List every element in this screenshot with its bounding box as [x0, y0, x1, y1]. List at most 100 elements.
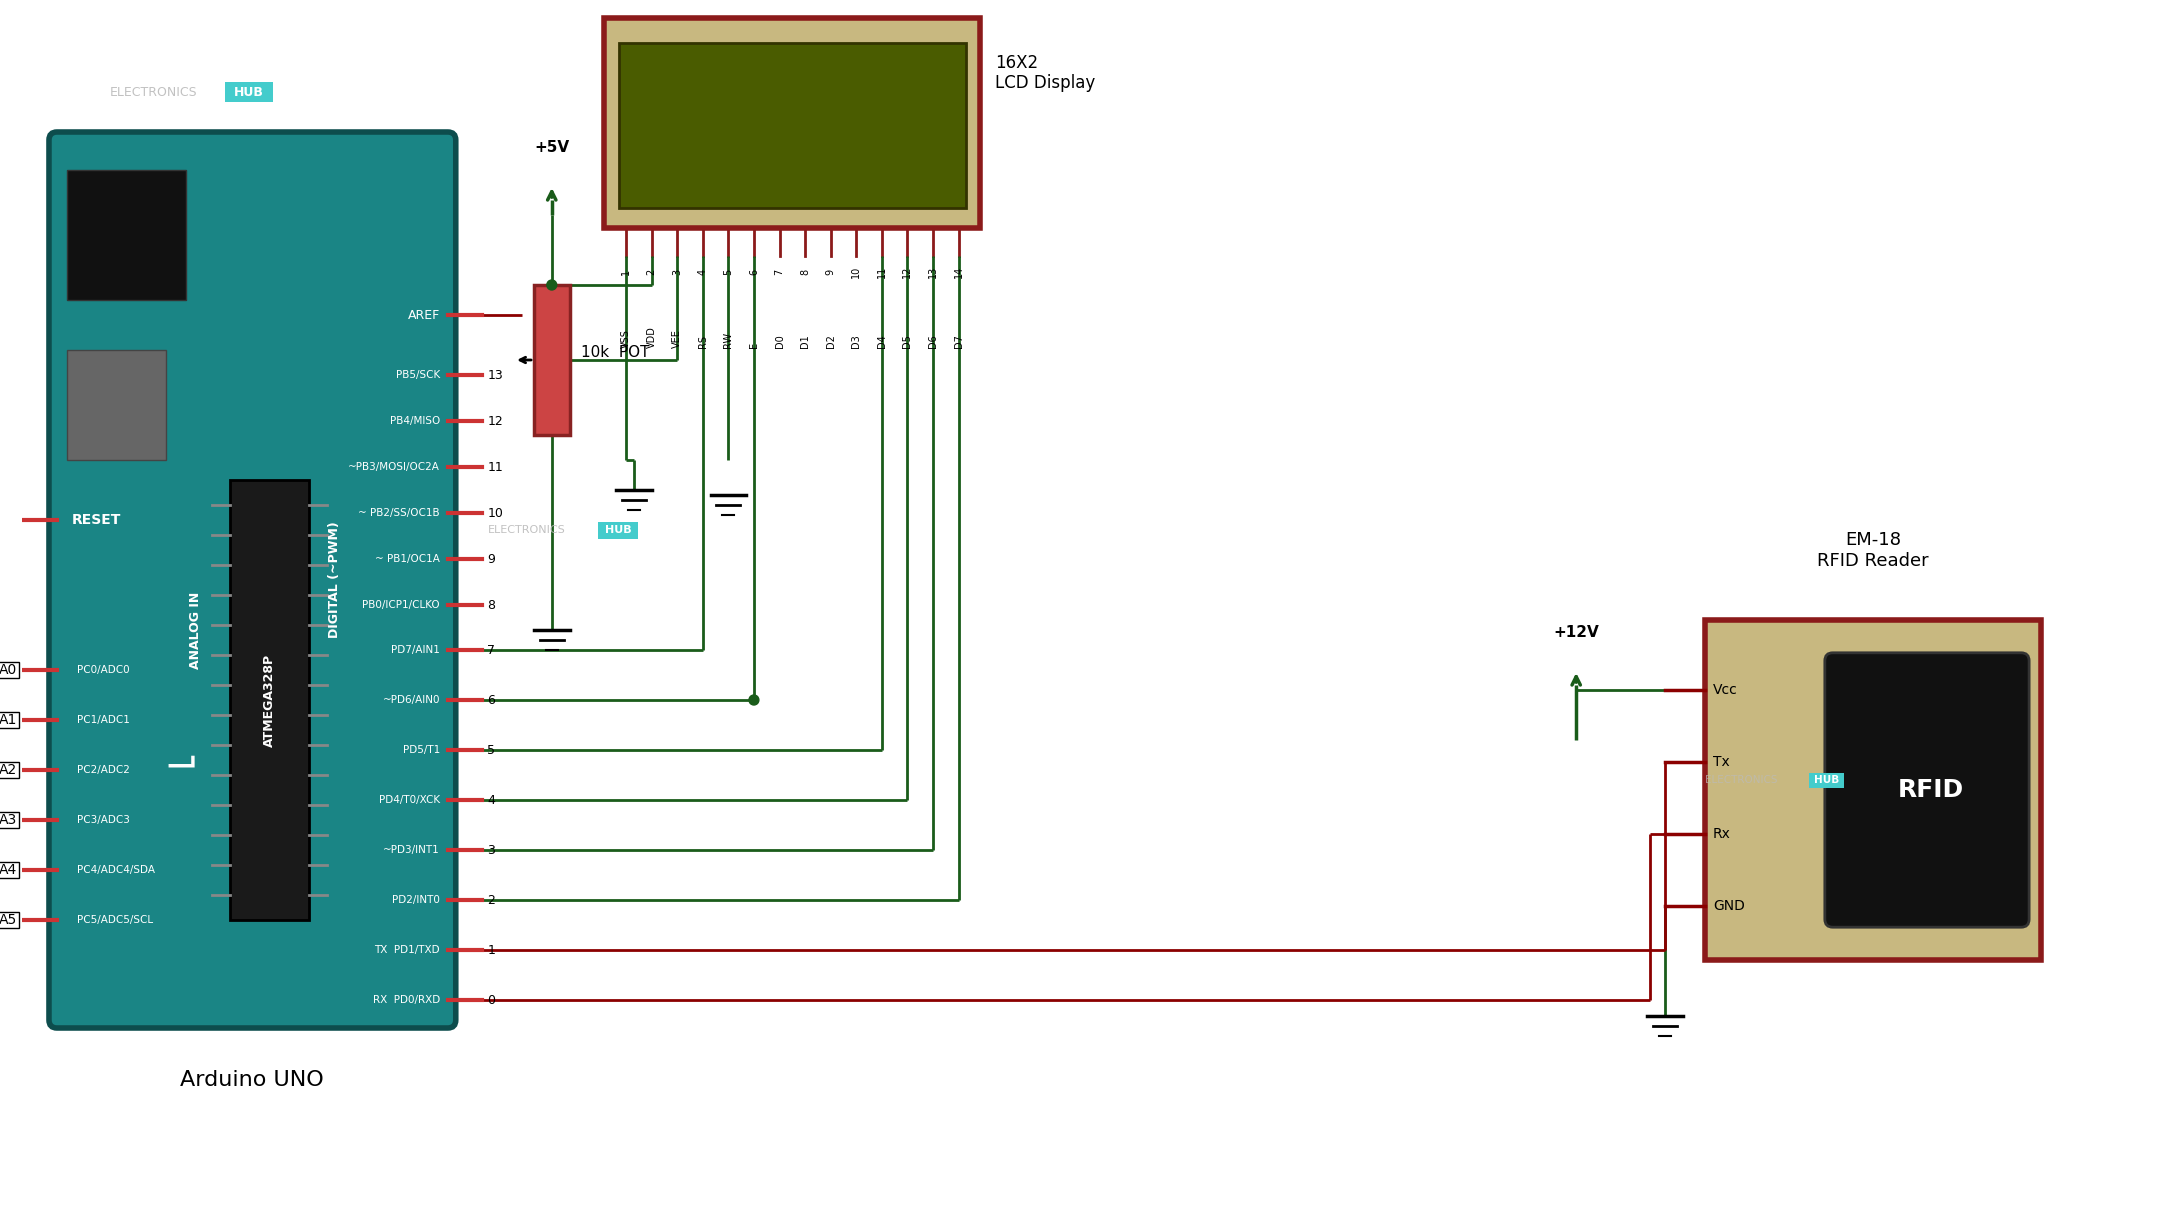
- Text: PB0/ICP1/CLKO: PB0/ICP1/CLKO: [363, 600, 440, 610]
- Text: ATMEGA328P: ATMEGA328P: [263, 653, 276, 747]
- Text: 2: 2: [646, 269, 657, 275]
- Bar: [67, 169, 185, 300]
- Text: RS: RS: [698, 335, 707, 348]
- FancyBboxPatch shape: [224, 82, 272, 102]
- Bar: [605, 18, 981, 228]
- Text: GND: GND: [1713, 899, 1745, 912]
- Text: ~ PB2/SS/OC1B: ~ PB2/SS/OC1B: [359, 508, 440, 518]
- Text: PB5/SCK: PB5/SCK: [396, 370, 440, 379]
- Text: 0: 0: [487, 993, 496, 1007]
- Text: D2: D2: [825, 334, 836, 348]
- Text: ANALOG IN: ANALOG IN: [189, 592, 202, 668]
- Text: HUB: HUB: [235, 86, 263, 98]
- Text: 10: 10: [851, 266, 862, 278]
- Text: E: E: [749, 341, 759, 348]
- Text: 1: 1: [620, 269, 631, 275]
- Text: AREF: AREF: [407, 308, 440, 322]
- Text: 6: 6: [487, 694, 496, 706]
- Text: +12V: +12V: [1554, 625, 1599, 640]
- Text: D4: D4: [877, 334, 888, 348]
- Text: D0: D0: [775, 334, 786, 348]
- Text: D1: D1: [801, 334, 809, 348]
- Text: D6: D6: [927, 334, 938, 348]
- Text: 4: 4: [698, 269, 707, 275]
- FancyBboxPatch shape: [598, 522, 638, 539]
- Text: ~PB3/MOSI/OC2A: ~PB3/MOSI/OC2A: [348, 462, 440, 472]
- Text: 8: 8: [801, 269, 809, 275]
- Text: PD5/T1: PD5/T1: [403, 745, 440, 755]
- Text: 10k  POT: 10k POT: [581, 345, 651, 360]
- Text: PC0/ADC0: PC0/ADC0: [76, 666, 128, 675]
- Text: ~ PB1/OC1A: ~ PB1/OC1A: [374, 554, 440, 564]
- Text: RX  PD0/RXD: RX PD0/RXD: [372, 995, 440, 1005]
- Text: VEE: VEE: [672, 329, 683, 348]
- Text: A5: A5: [0, 912, 17, 927]
- Text: TX  PD1/TXD: TX PD1/TXD: [374, 946, 440, 955]
- Text: A2: A2: [0, 763, 17, 777]
- Text: VSS: VSS: [620, 329, 631, 348]
- Text: 5: 5: [722, 269, 733, 275]
- Circle shape: [546, 280, 557, 290]
- Text: PC1/ADC1: PC1/ADC1: [76, 715, 131, 725]
- Text: 6: 6: [749, 269, 759, 275]
- FancyBboxPatch shape: [1808, 772, 1845, 788]
- Text: D5: D5: [903, 334, 912, 348]
- Text: DIGITAL (~PWM): DIGITAL (~PWM): [329, 522, 339, 639]
- Text: A1: A1: [0, 713, 17, 727]
- Text: ~PD3/INT1: ~PD3/INT1: [383, 845, 440, 855]
- Text: HUB: HUB: [605, 526, 631, 535]
- Text: A0: A0: [0, 663, 17, 677]
- Text: 3: 3: [487, 844, 496, 856]
- Text: RESET: RESET: [72, 513, 122, 527]
- Bar: [67, 350, 165, 460]
- Text: ELECTRONICS: ELECTRONICS: [109, 86, 198, 98]
- Circle shape: [749, 695, 759, 705]
- Text: PC4/ADC4/SDA: PC4/ADC4/SDA: [76, 865, 154, 876]
- Bar: [620, 43, 966, 208]
- Text: 11: 11: [877, 266, 888, 278]
- Text: 1: 1: [487, 943, 496, 957]
- Text: PD2/INT0: PD2/INT0: [392, 895, 440, 905]
- Text: Vcc: Vcc: [1713, 683, 1736, 698]
- Text: EM-18
RFID Reader: EM-18 RFID Reader: [1817, 532, 1928, 570]
- Text: PB4/MISO: PB4/MISO: [390, 416, 440, 426]
- Text: VDD: VDD: [646, 327, 657, 348]
- FancyBboxPatch shape: [50, 131, 455, 1028]
- Text: PC5/ADC5/SCL: PC5/ADC5/SCL: [76, 915, 152, 925]
- Text: HUB: HUB: [1815, 775, 1839, 785]
- Text: PD4/T0/XCK: PD4/T0/XCK: [379, 795, 440, 806]
- Bar: [533, 285, 570, 435]
- Text: 13: 13: [487, 368, 503, 382]
- Text: D3: D3: [851, 334, 862, 348]
- Text: RW: RW: [722, 332, 733, 348]
- Text: A4: A4: [0, 863, 17, 877]
- Text: ⌐: ⌐: [157, 739, 191, 781]
- Text: PD7/AIN1: PD7/AIN1: [392, 645, 440, 655]
- Text: 12: 12: [487, 415, 503, 427]
- Text: Tx: Tx: [1713, 755, 1730, 769]
- Text: 9: 9: [487, 553, 496, 566]
- Text: PC2/ADC2: PC2/ADC2: [76, 765, 131, 775]
- Bar: [1704, 620, 2041, 960]
- Text: 13: 13: [927, 266, 938, 278]
- Text: 16X2
LCD Display: 16X2 LCD Display: [994, 54, 1095, 92]
- Text: 3: 3: [672, 269, 683, 275]
- Text: 4: 4: [487, 793, 496, 807]
- FancyBboxPatch shape: [1826, 653, 2028, 927]
- Text: +5V: +5V: [535, 140, 570, 155]
- Text: 8: 8: [487, 598, 496, 612]
- Bar: [231, 480, 309, 920]
- Text: 9: 9: [825, 269, 836, 275]
- Text: ELECTRONICS: ELECTRONICS: [1704, 775, 1778, 785]
- Text: 12: 12: [903, 265, 912, 279]
- Text: Rx: Rx: [1713, 826, 1730, 841]
- Text: 7: 7: [775, 269, 786, 275]
- Text: ~PD6/AIN0: ~PD6/AIN0: [383, 695, 440, 705]
- Text: 2: 2: [487, 894, 496, 906]
- Text: RFID: RFID: [1897, 779, 1963, 802]
- Text: D7: D7: [953, 334, 964, 348]
- Text: 7: 7: [487, 643, 496, 657]
- Text: PC3/ADC3: PC3/ADC3: [76, 815, 131, 825]
- Text: 14: 14: [953, 266, 964, 278]
- Text: 10: 10: [487, 506, 503, 519]
